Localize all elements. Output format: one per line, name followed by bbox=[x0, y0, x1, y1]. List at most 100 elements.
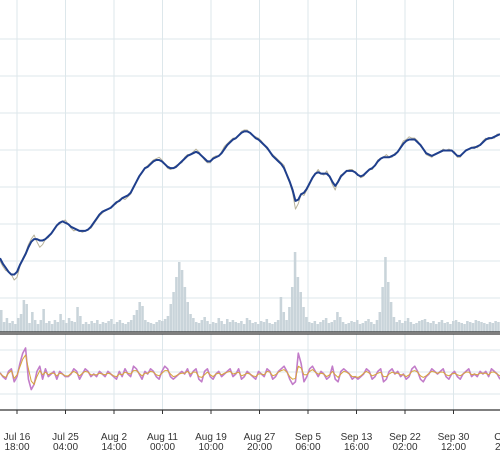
volume-bar bbox=[39, 320, 43, 332]
x-tick-label-time: 12:00 bbox=[441, 442, 466, 452]
x-tick-label-time: 04:00 bbox=[53, 442, 78, 452]
volume-bar bbox=[310, 323, 314, 332]
volume-bar bbox=[389, 302, 393, 332]
price-smoothed-line bbox=[0, 130, 500, 276]
volume-bar bbox=[87, 324, 91, 332]
volume-bar bbox=[412, 324, 415, 332]
oscillator-signal-line bbox=[0, 347, 500, 391]
volume-bar bbox=[0, 310, 3, 332]
volume-bar bbox=[313, 321, 317, 332]
volume-bar bbox=[477, 321, 480, 332]
volume-bar bbox=[364, 321, 367, 332]
volume-bar bbox=[307, 322, 311, 332]
x-tick-label-time: 10:00 bbox=[198, 442, 223, 452]
volume-bar bbox=[64, 323, 68, 332]
volume-bar bbox=[101, 322, 105, 332]
volume-bar bbox=[401, 323, 404, 332]
x-tick-label-time: 16:00 bbox=[344, 442, 369, 452]
volume-bar bbox=[203, 317, 206, 332]
volume-bar bbox=[22, 300, 26, 332]
x-tick-label-time: 22: bbox=[495, 442, 500, 452]
x-tick-label-date: Sep 13 bbox=[341, 432, 373, 443]
volume-bar bbox=[449, 324, 452, 332]
volume-bar bbox=[223, 324, 226, 332]
volume-bar bbox=[234, 322, 237, 332]
volume-bar bbox=[28, 323, 31, 332]
volume-bar bbox=[209, 324, 212, 332]
volume-bar bbox=[440, 320, 444, 332]
volume-bar bbox=[265, 319, 269, 332]
volume-bar bbox=[276, 320, 280, 332]
volume-bar bbox=[485, 324, 489, 332]
volume-bar bbox=[319, 322, 322, 332]
x-tick-label-time: 20:00 bbox=[247, 442, 272, 452]
volume-bar bbox=[375, 320, 379, 332]
volume-bar bbox=[409, 322, 413, 332]
volume-bar bbox=[177, 262, 181, 332]
volume-bar bbox=[282, 312, 286, 332]
volume-bar bbox=[446, 322, 449, 332]
volume-bar bbox=[341, 322, 345, 332]
volume-bar bbox=[468, 322, 472, 332]
volume-bar bbox=[353, 322, 356, 332]
volume-bar bbox=[426, 322, 430, 332]
volume-bar bbox=[370, 322, 373, 332]
volume-bar bbox=[104, 323, 108, 332]
volume-bar bbox=[350, 321, 353, 332]
volume-bar bbox=[302, 307, 305, 332]
volume-bar bbox=[271, 324, 274, 332]
volume-bar bbox=[169, 304, 173, 332]
volume-bar bbox=[144, 320, 147, 332]
volume-bar bbox=[305, 317, 308, 332]
volume-bar bbox=[161, 321, 164, 332]
volume-bar bbox=[48, 321, 51, 332]
volume-bar bbox=[149, 323, 153, 332]
volume-bar bbox=[423, 319, 427, 332]
volume-bar bbox=[497, 322, 500, 332]
volume-bar bbox=[296, 277, 300, 332]
x-tick-label-time: 06:00 bbox=[295, 442, 320, 452]
volume-bar bbox=[285, 320, 288, 332]
volume-bar bbox=[471, 323, 475, 332]
volume-bar bbox=[398, 320, 401, 332]
volume-bar bbox=[474, 320, 478, 332]
volume-bar bbox=[67, 318, 71, 332]
volume-bar bbox=[220, 321, 223, 332]
volume-bar bbox=[73, 322, 76, 332]
volume-bar bbox=[5, 318, 9, 332]
volume-bar bbox=[336, 312, 339, 332]
volume-bar bbox=[186, 302, 189, 332]
volume-bar bbox=[420, 320, 424, 332]
volume-bar bbox=[135, 310, 139, 332]
volume-bar bbox=[112, 324, 116, 332]
volume-bar bbox=[16, 318, 20, 332]
volume-bar bbox=[429, 323, 432, 332]
volume-bar bbox=[338, 317, 342, 332]
volume-bar bbox=[206, 321, 209, 332]
volume-bar bbox=[53, 320, 57, 332]
volume-bar bbox=[358, 324, 362, 332]
volume-bar bbox=[163, 319, 167, 332]
volume-bar bbox=[79, 316, 82, 332]
volume-bar bbox=[25, 304, 28, 332]
volume-bar bbox=[259, 321, 263, 332]
volume-bar bbox=[19, 314, 23, 332]
volume-bar bbox=[483, 323, 486, 332]
volume-bar bbox=[466, 321, 469, 332]
volume-bar bbox=[463, 324, 466, 332]
volume-bar bbox=[132, 315, 136, 332]
volume-bar bbox=[299, 292, 302, 332]
price-series-group bbox=[0, 129, 500, 281]
volume-bar bbox=[14, 324, 17, 332]
volume-bar bbox=[324, 318, 328, 332]
volume-bar bbox=[33, 320, 37, 332]
volume-bar bbox=[36, 324, 40, 332]
volume-bar bbox=[11, 321, 14, 332]
volume-bar bbox=[118, 320, 122, 332]
volume-bar bbox=[231, 320, 235, 332]
volume-bar bbox=[262, 322, 266, 332]
volume-bar bbox=[141, 306, 144, 332]
volume-bar bbox=[435, 324, 438, 332]
volume-bar bbox=[175, 277, 178, 332]
